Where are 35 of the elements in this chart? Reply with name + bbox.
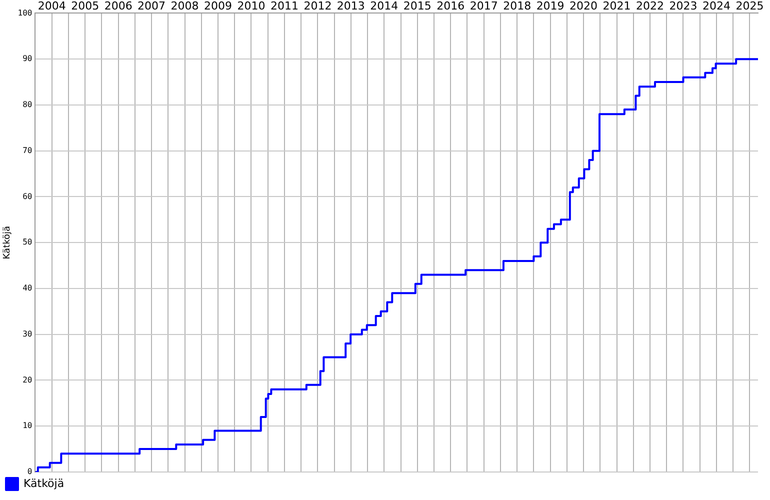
y-tick-label: 80 [22,100,32,110]
x-tick-label: 2013 [336,0,365,12]
x-tick-label: 2022 [636,0,664,12]
y-tick-label: 70 [22,146,32,155]
y-tick-label: 100 [18,8,32,18]
x-tick-label: 2019 [536,0,564,12]
x-tick-label: 2018 [503,0,532,12]
x-tick-label: 2016 [436,0,465,12]
x-tick-label: 2012 [304,0,332,12]
x-tick-label: 2009 [204,0,232,12]
x-tick-label: 2005 [71,0,100,12]
y-tick-label: 50 [22,238,32,247]
y-tick-label: 10 [22,421,32,430]
x-tick-label: 2020 [570,0,598,12]
x-tick-label: 2004 [38,0,66,12]
x-tick-label: 2015 [403,0,432,12]
x-tick-label: 2025 [736,0,764,12]
y-axis-title: Kätköjä [2,226,13,260]
y-tick-label: 40 [22,284,32,293]
y-tick-label: 30 [22,329,32,338]
x-tick-label: 2014 [370,0,398,12]
x-tick-label: 2017 [470,0,498,12]
x-tick-label: 2007 [138,0,166,12]
x-tick-label: 2024 [702,0,730,12]
y-tick-label: 90 [22,54,32,64]
y-tick-label: 0 [27,467,32,476]
x-tick-label: 2023 [669,0,698,12]
x-tick-label: 2021 [602,0,631,12]
legend-label: Kätköjä [24,476,64,490]
y-tick-label: 20 [22,375,32,384]
y-tick-label: 60 [22,192,32,201]
x-tick-label: 2011 [270,0,298,12]
x-tick-label: 2010 [237,0,266,12]
x-tick-label: 2006 [104,0,132,12]
x-tick-label: 2008 [170,0,199,12]
